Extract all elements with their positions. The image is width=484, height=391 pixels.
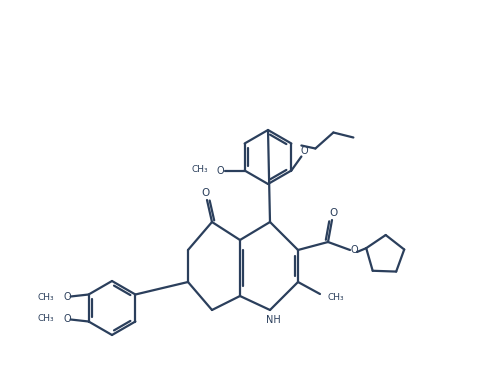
Text: O: O [301,145,308,156]
Text: CH₃: CH₃ [38,293,55,302]
Text: NH: NH [266,315,280,325]
Text: O: O [64,292,72,301]
Text: CH₃: CH₃ [192,165,209,174]
Text: O: O [201,188,209,198]
Text: O: O [330,208,338,218]
Text: O: O [350,245,358,255]
Text: O: O [217,165,225,176]
Text: CH₃: CH₃ [328,292,345,301]
Text: CH₃: CH₃ [38,314,55,323]
Text: O: O [64,314,72,325]
